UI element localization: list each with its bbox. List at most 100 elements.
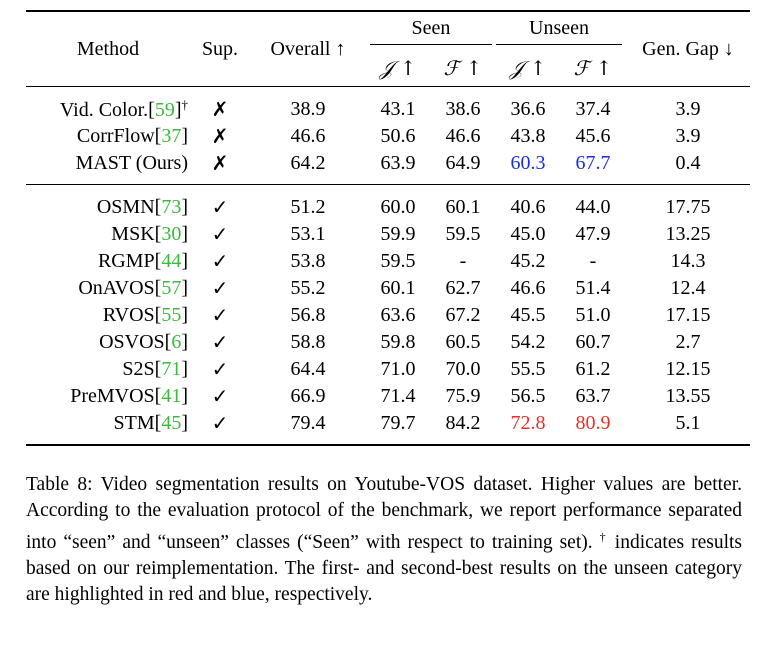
method-name: OSMN [96,195,155,218]
cell-overall: 56.8 [290,303,326,326]
cell-unseen-j: 72.8 [496,409,560,446]
cell-seen-j: 79.7 [366,409,430,446]
table-row: OSMN[73] ✓ 51.2 60.0 60.1 40.6 44.0 17.75 [26,184,750,220]
supervised-group: OSMN[73] ✓ 51.2 60.0 60.1 40.6 44.0 17.75 MSK[30… [26,184,750,446]
method-name: RVOS [102,303,155,326]
cell-sup: ✓ [211,302,229,327]
citation-link[interactable]: 41 [161,384,182,407]
cell-seen-f: 62.7 [445,276,481,299]
cell-seen-j: 43.1 [366,86,430,122]
header-unseen-label: Unseen [496,18,622,45]
cell-unseen-f: 63.7 [575,384,611,407]
method-name: STM [113,411,155,434]
cell-seen-f: 59.5 [445,222,481,245]
metric-f-label: ℱ ↑ [443,55,483,80]
cell-sup: ✓ [211,221,229,246]
cell-method: PreMVOS[41] [70,384,188,407]
citation-link[interactable]: 30 [161,222,182,245]
caption-dagger: † [599,530,608,544]
header-unseen: Unseen [496,10,626,50]
header-method: Method [26,10,190,87]
cell-seen-j: 63.9 [380,151,416,174]
header-seen-label: Seen [370,18,492,45]
cell-overall: 38.9 [250,86,366,122]
citation-link[interactable]: 71 [161,357,182,380]
cell-gap: 5.1 [626,409,750,446]
method-name: Vid. Color. [59,98,149,121]
method-name: CorrFlow [76,124,155,147]
cell-method: OSVOS[6] [99,330,188,353]
cell-seen-f: 60.1 [430,184,496,220]
metric-j-label: 𝒥 ↑ [379,55,417,80]
cell-seen-f: 46.6 [445,124,481,147]
cell-unseen-j: 54.2 [510,330,546,353]
cell-gap: 3.9 [675,124,701,147]
header-overall: Overall ↑ [250,10,366,87]
cell-gap: 13.55 [665,384,711,407]
header-seen-f: ℱ ↑ [430,50,496,87]
method-name: OSVOS [99,330,165,353]
cell-seen-j: 71.0 [380,357,416,380]
cell-unseen-f: 67.7 [575,151,611,174]
cell-unseen-j: 46.6 [510,276,546,299]
cell-unseen-j: 45.2 [510,249,546,272]
cell-method: OnAVOS[57] [78,276,188,299]
cell-unseen-j: 56.5 [510,384,546,407]
cell-method: Vid. Color.[59]† [26,86,190,122]
citation-link[interactable]: 6 [171,330,182,353]
cell-sup: ✗ [211,150,229,175]
cell-sup: ✓ [211,329,229,354]
citation-link[interactable]: 37 [161,124,182,147]
cell-seen-j: 59.8 [380,330,416,353]
header-unseen-f: ℱ ↑ [560,50,626,87]
method-name: PreMVOS [70,384,155,407]
citation-link[interactable]: 57 [161,276,182,299]
cell-gap: 13.25 [665,222,711,245]
cell-seen-j: 60.0 [366,184,430,220]
citation-link[interactable]: 73 [161,195,182,218]
table-row: S2S[71] ✓ 64.4 71.0 70.0 55.5 61.2 12.15 [26,355,750,382]
table-row: RGMP[44] ✓ 53.8 59.5 - 45.2 - 14.3 [26,247,750,274]
table-caption: Table 8: Video segmentation results on Y… [26,472,742,608]
cell-unseen-f: 47.9 [575,222,611,245]
cell-unseen-j: 45.0 [510,222,546,245]
cell-sup: ✓ [190,184,250,220]
table-row: OnAVOS[57] ✓ 55.2 60.1 62.7 46.6 51.4 12.4 [26,274,750,301]
cell-method: RGMP[44] [97,249,188,272]
cell-unseen-f: 44.0 [560,184,626,220]
table-row: CorrFlow[37] ✗ 46.6 50.6 46.6 43.8 45.6 3.9 [26,122,750,149]
cell-seen-f: - [459,249,467,272]
citation-link[interactable]: 45 [161,411,182,434]
cell-seen-j: 60.1 [380,276,416,299]
cell-gap: 17.15 [665,303,711,326]
citation-link[interactable]: 44 [161,249,182,272]
cell-sup: ✓ [211,356,229,381]
cell-sup: ✗ [211,123,229,148]
cell-seen-j: 59.9 [380,222,416,245]
header-unseen-j: 𝒥 ↑ [496,50,560,87]
cell-overall: 53.1 [290,222,326,245]
method-name: S2S [122,357,155,380]
metric-f-label: ℱ ↑ [573,55,613,80]
cell-gap: 0.4 [675,151,701,174]
caption-text-1: Table 8: Video segmentation results on Y… [26,474,742,553]
header-sup: Sup. [190,10,250,87]
cell-overall: 64.4 [290,357,326,380]
cell-gap: 2.7 [675,330,701,353]
header-seen: Seen [366,10,496,50]
cell-overall: 66.9 [290,384,326,407]
cell-unseen-f: - [589,249,597,272]
cell-sup: ✓ [211,248,229,273]
cell-sup: ✓ [211,383,229,408]
cell-sup: ✓ [211,275,229,300]
cell-gap: 3.9 [626,86,750,122]
citation-link[interactable]: 59 [154,98,175,121]
cell-method: MSK[30] [111,222,188,245]
citation-link[interactable]: 55 [161,303,182,326]
cell-seen-j: 59.5 [380,249,416,272]
cell-overall: 46.6 [290,124,326,147]
cell-seen-f: 84.2 [430,409,496,446]
cell-method: STM[45] [26,409,190,446]
cell-seen-f: 75.9 [445,384,481,407]
cell-gap: 12.4 [670,276,706,299]
